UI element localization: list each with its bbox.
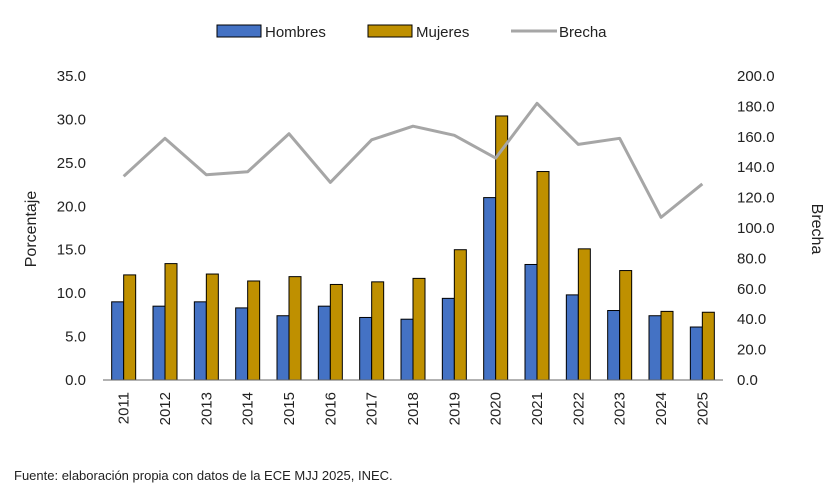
x-tick-label: 2024 xyxy=(653,392,670,425)
bar-hombres-2020 xyxy=(483,197,497,381)
bar-mujeres-2019 xyxy=(453,249,467,381)
bar-hombres-2012 xyxy=(152,305,166,381)
y2-tick-label: 120.0 xyxy=(737,190,775,207)
bar-hombres-2024 xyxy=(648,315,662,381)
x-tick-label: 2011 xyxy=(116,392,133,424)
legend: Hombres Mujeres Brecha xyxy=(216,24,607,41)
bar-mujeres-2025 xyxy=(701,311,715,381)
x-tick-label: 2021 xyxy=(529,392,546,425)
legend-swatch-mujeres xyxy=(367,24,413,38)
bar-hombres-2016 xyxy=(317,305,331,381)
x-tick-label: 2014 xyxy=(240,392,257,425)
bar-mujeres-2016 xyxy=(329,283,343,381)
y-axis-title: Porcentaje xyxy=(23,191,40,268)
bar-mujeres-2015 xyxy=(288,276,302,381)
x-tick-label: 2019 xyxy=(446,392,463,425)
bar-hombres-2014 xyxy=(235,307,249,381)
y2-tick-label: 200.0 xyxy=(737,68,775,85)
x-tick-label: 2015 xyxy=(281,392,298,425)
bar-mujeres-2024 xyxy=(660,310,674,381)
bar-hombres-2013 xyxy=(193,301,207,381)
y-tick-label: 35.0 xyxy=(57,68,86,85)
x-tick-label: 2017 xyxy=(364,392,381,425)
y2-tick-label: 0.0 xyxy=(737,372,758,389)
bar-mujeres-2012 xyxy=(164,263,178,381)
x-tick-label: 2013 xyxy=(198,392,215,425)
bar-series xyxy=(111,115,715,381)
y2-axis-title: Brecha xyxy=(808,204,825,255)
legend-label-brecha: Brecha xyxy=(559,24,607,41)
y-tick-label: 30.0 xyxy=(57,111,86,128)
legend-label-mujeres: Mujeres xyxy=(416,24,469,41)
x-tick-label: 2016 xyxy=(322,392,339,425)
bar-mujeres-2017 xyxy=(371,281,385,381)
bar-hombres-2015 xyxy=(276,315,290,381)
y-tick-label: 15.0 xyxy=(57,242,86,259)
right-axis: 0.0 20.0 40.0 60.0 80.0 100.0 120.0 140.0 160.0 1… xyxy=(737,68,775,389)
y2-tick-label: 160.0 xyxy=(737,129,775,146)
x-tick-label: 2018 xyxy=(405,392,422,425)
bar-mujeres-2023 xyxy=(619,270,633,381)
bar-hombres-2025 xyxy=(689,326,703,381)
bar-hombres-2011 xyxy=(111,301,125,381)
line-series xyxy=(122,101,704,219)
y-tick-label: 10.0 xyxy=(57,285,86,302)
left-axis: 0.0 5.0 10.0 15.0 20.0 25.0 30.0 35.0 xyxy=(57,68,86,389)
x-tick-label: 2025 xyxy=(694,392,711,425)
y-tick-label: 0.0 xyxy=(65,372,86,389)
x-tick-label: 2022 xyxy=(570,392,587,425)
y-tick-label: 25.0 xyxy=(57,155,86,172)
y2-tick-label: 20.0 xyxy=(737,342,766,359)
source-note: Fuente: elaboración propia con datos de … xyxy=(14,468,393,483)
bar-mujeres-2011 xyxy=(123,274,137,381)
bar-mujeres-2021 xyxy=(536,171,550,381)
y-tick-label: 20.0 xyxy=(57,198,86,215)
bar-hombres-2019 xyxy=(441,297,455,381)
x-tick-label: 2012 xyxy=(157,392,174,425)
bar-hombres-2023 xyxy=(607,310,621,381)
y2-tick-label: 180.0 xyxy=(737,98,775,115)
bar-mujeres-2014 xyxy=(247,280,261,381)
legend-swatch-hombres xyxy=(216,24,262,38)
bar-hombres-2017 xyxy=(359,316,373,381)
y2-tick-label: 40.0 xyxy=(737,311,766,328)
bar-hombres-2021 xyxy=(524,263,538,381)
x-tick-label: 2020 xyxy=(488,392,505,425)
y2-tick-label: 100.0 xyxy=(737,220,775,237)
bar-hombres-2022 xyxy=(565,294,579,381)
y2-tick-label: 140.0 xyxy=(737,159,775,176)
bar-mujeres-2013 xyxy=(205,273,219,381)
y2-tick-label: 60.0 xyxy=(737,281,766,298)
x-tick-label: 2023 xyxy=(612,392,629,425)
y-tick-label: 5.0 xyxy=(65,329,86,346)
y2-tick-label: 80.0 xyxy=(737,250,766,267)
bar-hombres-2018 xyxy=(400,318,414,381)
x-axis: 2011 2012 2013 2014 2015 2016 2017 2018 2019 2020… xyxy=(103,379,723,425)
bar-mujeres-2018 xyxy=(412,277,426,381)
bar-mujeres-2022 xyxy=(577,248,591,381)
legend-label-hombres: Hombres xyxy=(265,24,326,41)
line-brecha xyxy=(122,101,704,219)
